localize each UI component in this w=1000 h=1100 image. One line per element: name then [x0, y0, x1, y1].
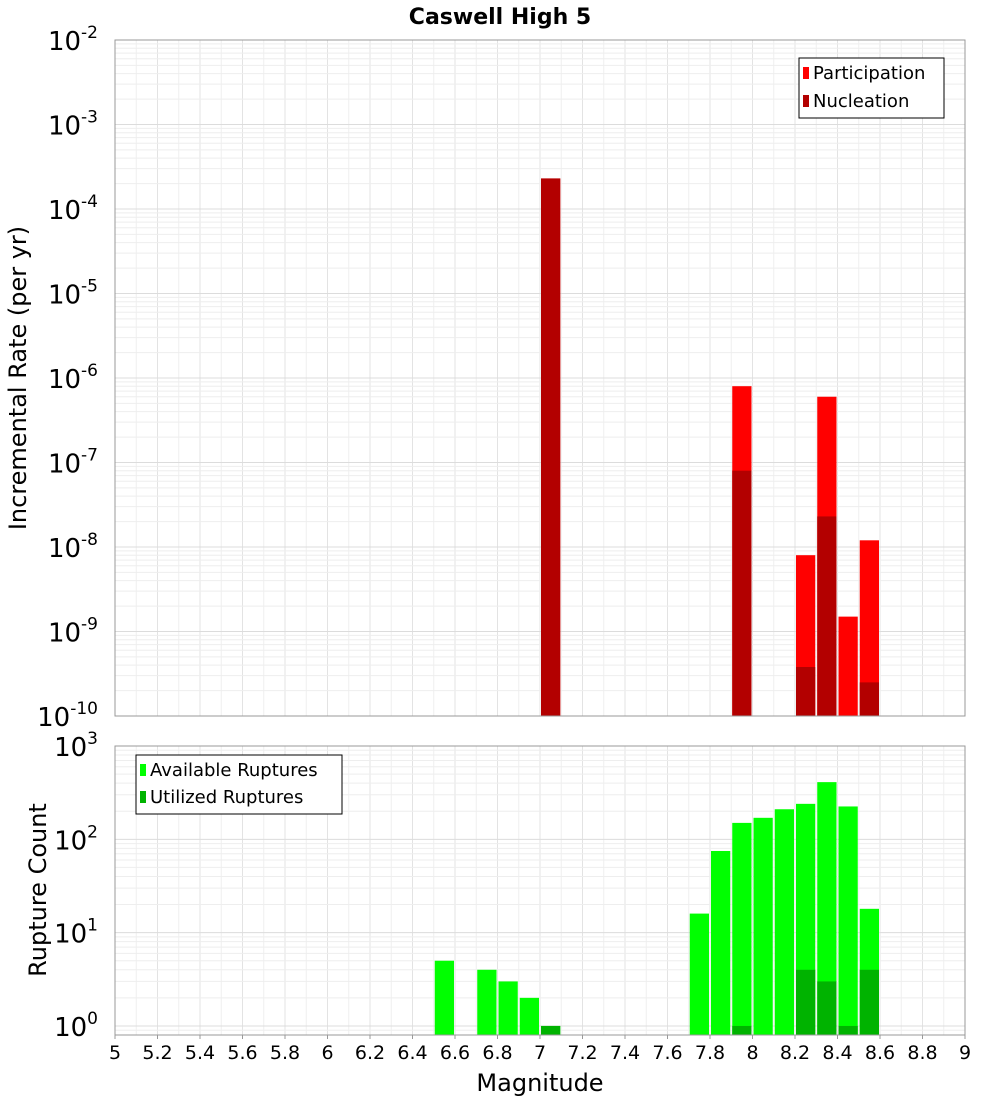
legend-swatch-nucleation: [803, 95, 809, 107]
legend-swatch-available: [140, 764, 146, 776]
count-bar-available-ruptures: [817, 782, 837, 1035]
x-tick-label: 8: [746, 1042, 758, 1064]
rate-legend: Participation Nucleation: [798, 57, 945, 119]
rate-y-tick-label: 10-6: [48, 361, 98, 395]
count-legend: Available Ruptures Utilized Ruptures: [135, 754, 343, 815]
x-tick-label: 6.6: [440, 1042, 470, 1064]
count-y-tick-label: 103: [54, 729, 98, 763]
count-bar-available-ruptures: [711, 850, 731, 1035]
x-tick-label: 9: [959, 1042, 971, 1064]
count-legend-box: [135, 754, 343, 815]
rate-bar-participation: [838, 616, 858, 716]
x-tick-label: 8.6: [865, 1042, 895, 1064]
rate-y-tick-label: 10-5: [48, 277, 98, 311]
count-bar-available-ruptures: [477, 969, 497, 1035]
rate-y-tick-label: 10-9: [48, 615, 98, 649]
count-bar-available-ruptures: [732, 822, 752, 1035]
count-bar-utilized-ruptures: [838, 1025, 858, 1035]
legend-swatch-participation: [803, 67, 809, 79]
rate-y-tick-label: 10-10: [37, 699, 98, 733]
x-tick-label: 8.4: [822, 1042, 852, 1064]
count-y-tick-label: 100: [54, 1009, 98, 1043]
rate-panel: 10-10 10-9 10-8 10-7 10-6 10-5 10-4 10-3 10-2 In…: [4, 23, 966, 733]
legend-label-participation: Participation: [813, 63, 925, 84]
count-bar-available-ruptures: [434, 960, 454, 1035]
rate-plot-border: [114, 39, 966, 717]
count-y-ticks: 100 101 102 103: [54, 729, 98, 1043]
legend-label-available: Available Ruptures: [150, 760, 318, 781]
x-tick-label: 6.2: [355, 1042, 385, 1064]
legend-label-nucleation: Nucleation: [813, 91, 909, 112]
legend-label-utilized: Utilized Ruptures: [150, 787, 303, 808]
count-bar-utilized-ruptures: [541, 1025, 561, 1035]
count-bar-available-ruptures: [774, 809, 794, 1035]
count-bar-utilized-ruptures: [817, 981, 837, 1035]
rate-y-tick-label: 10-3: [48, 108, 98, 142]
count-bar-utilized-ruptures: [859, 969, 879, 1035]
rate-y-tick-label: 10-8: [48, 530, 98, 564]
x-tick-label: 7.6: [652, 1042, 682, 1064]
count-y-tick-label: 102: [54, 822, 98, 856]
x-tick-label: 5.8: [270, 1042, 300, 1064]
count-y-axis-label: Rupture Count: [24, 803, 52, 977]
x-tick-label: 5.4: [185, 1042, 215, 1064]
x-tick-label: 7: [534, 1042, 546, 1064]
rate-bar-nucleation: [859, 682, 879, 716]
rate-bar-nucleation: [817, 516, 837, 716]
rate-bar-participation: [859, 540, 879, 716]
x-tick-label: 6: [321, 1042, 333, 1064]
count-bar-available-ruptures: [689, 913, 709, 1035]
x-tick-label: 7.2: [567, 1042, 597, 1064]
x-tick-label: 5: [109, 1042, 121, 1064]
rate-bar-nucleation: [796, 667, 816, 716]
x-tick-label: 8.2: [780, 1042, 810, 1064]
count-bar-available-ruptures: [498, 981, 518, 1035]
rate-bar-nucleation: [541, 178, 561, 717]
x-tick-label: 7.4: [610, 1042, 640, 1064]
rate-y-tick-label: 10-2: [48, 23, 98, 57]
count-bar-available-ruptures: [753, 817, 773, 1035]
x-tick-label: 6.4: [397, 1042, 427, 1064]
rate-y-tick-label: 10-7: [48, 446, 98, 480]
count-bar-available-ruptures: [519, 997, 539, 1035]
count-y-tick-label: 101: [54, 916, 98, 950]
x-axis-label: Magnitude: [476, 1069, 603, 1097]
rate-y-axis-label: Incremental Rate (per yr): [4, 226, 32, 530]
x-tick-label: 6.8: [482, 1042, 512, 1064]
x-ticks: 5 5.2 5.4 5.6 5.8 6 6.2 6.4 6.6 6.8 7 7.2 7.4 7.6 7.8 8…: [109, 1035, 971, 1064]
rate-bar-nucleation: [732, 470, 752, 716]
x-tick-label: 8.8: [907, 1042, 937, 1064]
count-bar-utilized-ruptures: [796, 969, 816, 1035]
x-tick-label: 7.8: [695, 1042, 725, 1064]
rate-legend-box: [798, 57, 945, 119]
rate-grid: [114, 39, 966, 717]
chart-title: Caswell High 5: [409, 5, 591, 30]
count-bar-available-ruptures: [838, 806, 858, 1035]
rate-y-ticks: 10-10 10-9 10-8 10-7 10-6 10-5 10-4 10-3 10-2: [37, 23, 98, 733]
count-panel: 100 101 102 103 5 5.2 5.4 5.6 5.8 6 6.2 6.4 6.6 6.8 7…: [24, 729, 971, 1097]
count-bar-utilized-ruptures: [732, 1025, 752, 1035]
count-bars: [434, 782, 879, 1035]
rate-bars: [541, 178, 879, 717]
x-tick-label: 5.2: [142, 1042, 172, 1064]
x-tick-label: 5.6: [227, 1042, 257, 1064]
rate-y-tick-label: 10-4: [48, 192, 98, 226]
legend-swatch-utilized: [140, 791, 146, 803]
